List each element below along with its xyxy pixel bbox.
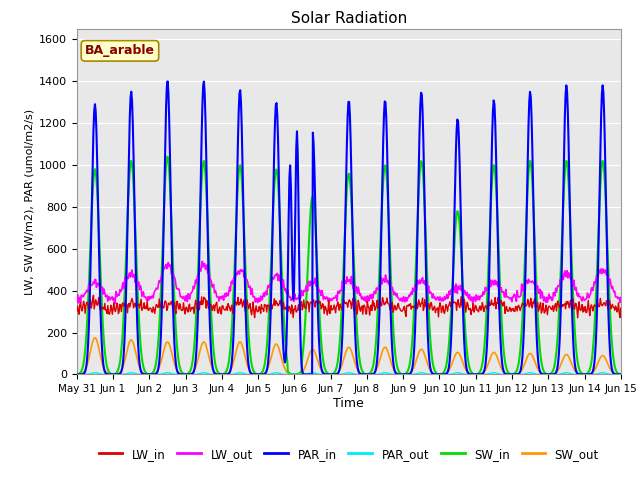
PAR_in <box>223 372 231 377</box>
Line: LW_in: LW_in <box>77 295 621 318</box>
SW_out <box>416 348 424 354</box>
X-axis label: Time: Time <box>333 397 364 410</box>
SW_in <box>417 163 424 168</box>
PAR_in <box>83 361 90 367</box>
Y-axis label: LW, SW (W/m2), PAR (umol/m2/s): LW, SW (W/m2), PAR (umol/m2/s) <box>25 108 35 295</box>
Line: SW_in: SW_in <box>77 156 621 374</box>
SW_in <box>433 370 440 376</box>
LW_out <box>417 281 424 287</box>
PAR_out <box>73 372 81 377</box>
SW_in <box>195 253 202 259</box>
LW_in <box>140 305 147 311</box>
LW_out <box>195 273 202 278</box>
PAR_out <box>83 372 90 377</box>
LW_out <box>433 297 440 303</box>
Line: PAR_in: PAR_in <box>77 82 621 374</box>
PAR_out <box>194 371 202 377</box>
SW_in <box>291 372 298 377</box>
SW_in <box>617 372 625 377</box>
PAR_in <box>139 371 147 377</box>
Line: SW_out: SW_out <box>77 338 621 374</box>
PAR_in <box>195 286 202 291</box>
SW_in <box>164 154 172 159</box>
LW_in <box>431 310 439 315</box>
LW_in <box>90 292 97 298</box>
LW_out <box>73 299 81 304</box>
PAR_in <box>301 372 309 377</box>
LW_in <box>617 305 625 311</box>
Line: LW_out: LW_out <box>77 261 621 304</box>
Line: PAR_out: PAR_out <box>77 373 621 374</box>
SW_out <box>83 364 90 370</box>
LW_in <box>73 308 81 314</box>
SW_in <box>83 328 90 334</box>
LW_in <box>416 300 424 306</box>
LW_in <box>195 299 202 305</box>
LW_out <box>198 258 206 264</box>
PAR_out <box>415 370 422 376</box>
LW_in <box>83 300 90 305</box>
PAR_in <box>417 103 424 108</box>
PAR_in <box>73 372 81 377</box>
LW_out <box>140 289 147 295</box>
SW_out <box>617 372 625 377</box>
SW_out <box>223 371 231 376</box>
LW_out <box>111 301 118 307</box>
SW_in <box>73 372 81 377</box>
PAR_in <box>164 79 172 84</box>
SW_out <box>195 353 202 359</box>
SW_in <box>139 360 147 366</box>
SW_in <box>223 366 231 372</box>
LW_out <box>617 295 625 300</box>
PAR_in <box>617 372 625 377</box>
SW_out <box>140 370 147 376</box>
PAR_out <box>139 372 147 377</box>
LW_in <box>223 308 231 313</box>
LW_out <box>224 293 232 299</box>
PAR_out <box>431 372 438 377</box>
SW_out <box>91 335 99 341</box>
SW_out <box>73 372 81 377</box>
Legend: LW_in, LW_out, PAR_in, PAR_out, SW_in, SW_out: LW_in, LW_out, PAR_in, PAR_out, SW_in, S… <box>94 443 604 465</box>
Text: BA_arable: BA_arable <box>85 44 155 57</box>
SW_out <box>431 371 439 377</box>
PAR_in <box>433 372 440 377</box>
PAR_out <box>223 372 230 377</box>
LW_out <box>83 288 90 293</box>
LW_in <box>574 315 582 321</box>
PAR_out <box>617 372 625 377</box>
Title: Solar Radiation: Solar Radiation <box>291 11 407 26</box>
PAR_out <box>599 370 607 376</box>
